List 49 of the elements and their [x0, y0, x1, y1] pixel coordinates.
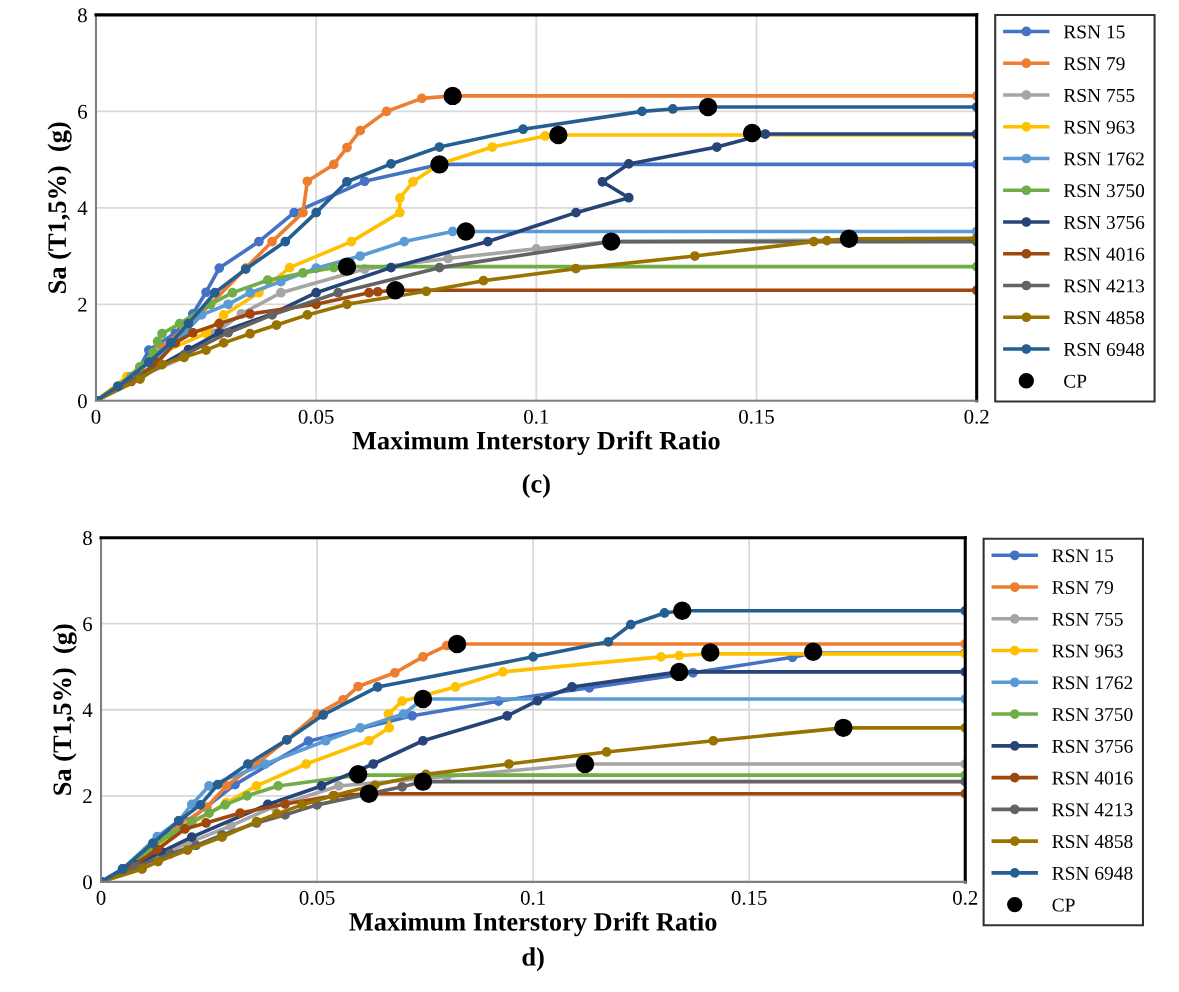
y-tick-label: 2: [83, 789, 92, 804]
legend-label: RSN 755: [1052, 612, 1123, 626]
y-axis-title: Sa (T1,5%) (g): [52, 624, 77, 795]
legend-label: RSN 963: [1052, 644, 1123, 658]
legend-label: RSN 755: [1063, 88, 1135, 102]
x-axis-title: Maximum Interstory Drift Ratio: [352, 430, 720, 456]
legend-label: RSN 79: [1063, 57, 1125, 71]
legend-label: RSN 963: [1063, 120, 1135, 134]
legend-label: CP: [1052, 898, 1075, 912]
y-tick-label: 0: [78, 394, 87, 409]
x-tick-label: 0.05: [298, 409, 334, 424]
y-tick-label: 8: [78, 8, 87, 23]
x-tick-label: 0.1: [520, 890, 545, 905]
y-tick-label: 6: [78, 104, 88, 119]
x-tick-label: 0: [96, 890, 106, 905]
legend-label: RSN 3756: [1052, 739, 1133, 753]
legend-label: RSN 1762: [1063, 152, 1144, 166]
legend-label: RSN 3750: [1063, 184, 1145, 198]
legend-label: RSN 3756: [1063, 215, 1145, 229]
legend-label: RSN 6948: [1063, 342, 1145, 356]
text: d): [522, 947, 544, 972]
y-tick-label: 4: [77, 201, 88, 216]
legend-label: RSN 4858: [1063, 311, 1145, 325]
y-tick-label: 6: [83, 617, 93, 632]
y-tick-label: 0: [83, 875, 92, 890]
y-axis-title: Sa (T1,5%) (g): [47, 122, 72, 293]
legend-label: RSN 1762: [1052, 676, 1133, 690]
legend-label: CP: [1064, 374, 1087, 388]
x-tick-label: 0.2: [964, 409, 989, 424]
legend-label: RSN 79: [1052, 580, 1113, 595]
legend-label: RSN 4213: [1063, 279, 1145, 293]
legend-label: RSN 4016: [1063, 247, 1145, 261]
y-tick-label: 8: [83, 531, 92, 546]
x-axis-title: Maximum Interstory Drift Ratio: [349, 911, 717, 937]
y-tick-label: 4: [82, 703, 93, 717]
legend-label: RSN 6948: [1052, 866, 1133, 880]
x-tick-label: 0.15: [731, 890, 767, 905]
y-tick-label: 2: [78, 297, 87, 312]
x-tick-label: 0.05: [299, 890, 335, 905]
text: (c): [522, 474, 550, 499]
x-tick-label: 0.1: [524, 409, 549, 424]
legend-label: RSN 3750: [1052, 707, 1133, 722]
legend-label: RSN 15: [1063, 25, 1125, 39]
legend-label: RSN 4858: [1052, 834, 1133, 849]
x-tick-label: 0.15: [739, 409, 774, 424]
legend-label: RSN 15: [1052, 549, 1114, 563]
legend-label: RSN 4016: [1052, 771, 1133, 785]
legend-label: RSN 4213: [1052, 803, 1133, 817]
x-tick-label: 0.2: [953, 890, 978, 905]
